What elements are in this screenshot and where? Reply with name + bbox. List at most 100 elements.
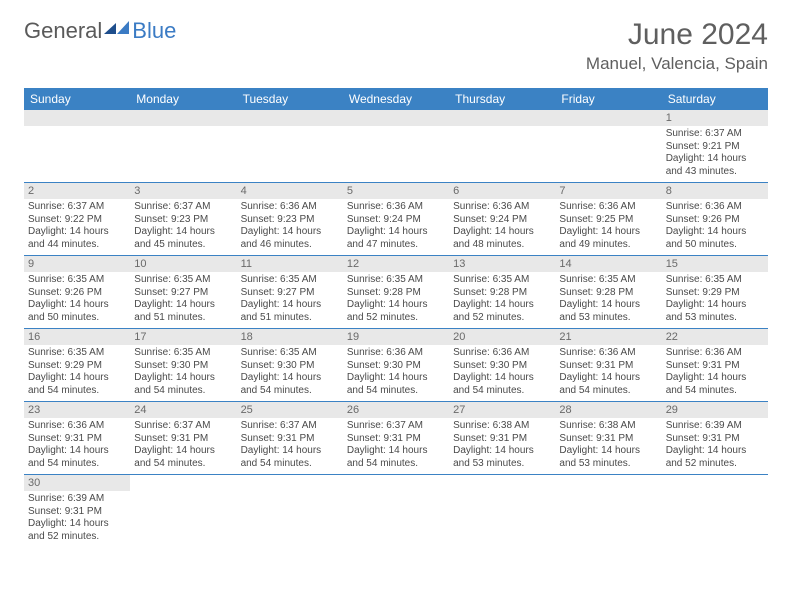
daylight-text: Daylight: 14 hours and 52 minutes.: [28, 518, 126, 543]
daylight-text: Daylight: 14 hours and 53 minutes.: [559, 445, 657, 470]
daylight-text: Daylight: 14 hours and 52 minutes.: [666, 445, 764, 470]
day-cell: 12Sunrise: 6:35 AMSunset: 9:28 PMDayligh…: [343, 256, 449, 328]
day-number: 17: [130, 329, 236, 345]
sunrise-text: Sunrise: 6:35 AM: [134, 347, 232, 360]
sunrise-text: Sunrise: 6:36 AM: [241, 201, 339, 214]
sunset-text: Sunset: 9:31 PM: [666, 433, 764, 446]
day-number: 24: [130, 402, 236, 418]
daylight-text: Daylight: 14 hours and 54 minutes.: [347, 445, 445, 470]
sunset-text: Sunset: 9:31 PM: [28, 506, 126, 519]
day-number: 20: [449, 329, 555, 345]
calendar: SundayMondayTuesdayWednesdayThursdayFrid…: [24, 88, 768, 547]
sunrise-text: Sunrise: 6:39 AM: [666, 420, 764, 433]
day-cell: 18Sunrise: 6:35 AMSunset: 9:30 PMDayligh…: [237, 329, 343, 401]
sunset-text: Sunset: 9:31 PM: [453, 433, 551, 446]
day-content: Sunrise: 6:35 AMSunset: 9:26 PMDaylight:…: [24, 272, 130, 328]
day-content-empty: [449, 126, 555, 132]
weekday-header-cell: Tuesday: [237, 88, 343, 110]
day-cell: [130, 110, 236, 182]
day-cell: 28Sunrise: 6:38 AMSunset: 9:31 PMDayligh…: [555, 402, 661, 474]
day-number: [343, 110, 449, 126]
sunrise-text: Sunrise: 6:36 AM: [666, 347, 764, 360]
day-cell: [555, 475, 661, 547]
day-number: 22: [662, 329, 768, 345]
daylight-text: Daylight: 14 hours and 51 minutes.: [134, 299, 232, 324]
day-number: 27: [449, 402, 555, 418]
sunset-text: Sunset: 9:28 PM: [347, 287, 445, 300]
logo: General Blue: [24, 18, 176, 44]
day-content-empty: [237, 126, 343, 132]
day-number: 13: [449, 256, 555, 272]
day-number: 14: [555, 256, 661, 272]
sunset-text: Sunset: 9:25 PM: [559, 214, 657, 227]
day-number: 30: [24, 475, 130, 491]
sunrise-text: Sunrise: 6:35 AM: [241, 274, 339, 287]
day-cell: [343, 475, 449, 547]
day-cell: 4Sunrise: 6:36 AMSunset: 9:23 PMDaylight…: [237, 183, 343, 255]
day-cell: 23Sunrise: 6:36 AMSunset: 9:31 PMDayligh…: [24, 402, 130, 474]
daylight-text: Daylight: 14 hours and 45 minutes.: [134, 226, 232, 251]
day-number: 5: [343, 183, 449, 199]
weeks-container: 1Sunrise: 6:37 AMSunset: 9:21 PMDaylight…: [24, 110, 768, 547]
sunset-text: Sunset: 9:31 PM: [347, 433, 445, 446]
sunrise-text: Sunrise: 6:35 AM: [28, 347, 126, 360]
sunset-text: Sunset: 9:27 PM: [134, 287, 232, 300]
day-cell: 10Sunrise: 6:35 AMSunset: 9:27 PMDayligh…: [130, 256, 236, 328]
sunrise-text: Sunrise: 6:37 AM: [134, 201, 232, 214]
day-number: [24, 110, 130, 126]
day-number: 11: [237, 256, 343, 272]
day-cell: [449, 475, 555, 547]
sunrise-text: Sunrise: 6:37 AM: [347, 420, 445, 433]
sunrise-text: Sunrise: 6:37 AM: [666, 128, 764, 141]
sunrise-text: Sunrise: 6:35 AM: [559, 274, 657, 287]
day-cell: 2Sunrise: 6:37 AMSunset: 9:22 PMDaylight…: [24, 183, 130, 255]
sunrise-text: Sunrise: 6:35 AM: [241, 347, 339, 360]
sunset-text: Sunset: 9:23 PM: [134, 214, 232, 227]
weekday-header-cell: Thursday: [449, 88, 555, 110]
daylight-text: Daylight: 14 hours and 52 minutes.: [347, 299, 445, 324]
day-cell: 24Sunrise: 6:37 AMSunset: 9:31 PMDayligh…: [130, 402, 236, 474]
daylight-text: Daylight: 14 hours and 54 minutes.: [559, 372, 657, 397]
day-number: [130, 110, 236, 126]
daylight-text: Daylight: 14 hours and 54 minutes.: [134, 445, 232, 470]
weekday-header-cell: Monday: [130, 88, 236, 110]
daylight-text: Daylight: 14 hours and 53 minutes.: [666, 299, 764, 324]
day-cell: 1Sunrise: 6:37 AMSunset: 9:21 PMDaylight…: [662, 110, 768, 182]
sunset-text: Sunset: 9:31 PM: [559, 433, 657, 446]
sunrise-text: Sunrise: 6:35 AM: [666, 274, 764, 287]
week-row: 30Sunrise: 6:39 AMSunset: 9:31 PMDayligh…: [24, 475, 768, 547]
title-block: June 2024 Manuel, Valencia, Spain: [586, 18, 768, 74]
day-cell: [24, 110, 130, 182]
day-number: 4: [237, 183, 343, 199]
sunrise-text: Sunrise: 6:36 AM: [666, 201, 764, 214]
day-cell: 6Sunrise: 6:36 AMSunset: 9:24 PMDaylight…: [449, 183, 555, 255]
day-number: [449, 110, 555, 126]
sunset-text: Sunset: 9:26 PM: [666, 214, 764, 227]
sunset-text: Sunset: 9:30 PM: [134, 360, 232, 373]
day-content: Sunrise: 6:36 AMSunset: 9:31 PMDaylight:…: [555, 345, 661, 401]
day-cell: 14Sunrise: 6:35 AMSunset: 9:28 PMDayligh…: [555, 256, 661, 328]
day-cell: 15Sunrise: 6:35 AMSunset: 9:29 PMDayligh…: [662, 256, 768, 328]
day-number: 29: [662, 402, 768, 418]
day-content: Sunrise: 6:35 AMSunset: 9:30 PMDaylight:…: [237, 345, 343, 401]
day-number: 23: [24, 402, 130, 418]
day-content: Sunrise: 6:36 AMSunset: 9:31 PMDaylight:…: [662, 345, 768, 401]
sunset-text: Sunset: 9:31 PM: [28, 433, 126, 446]
sunrise-text: Sunrise: 6:36 AM: [559, 201, 657, 214]
day-cell: 5Sunrise: 6:36 AMSunset: 9:24 PMDaylight…: [343, 183, 449, 255]
day-content: Sunrise: 6:35 AMSunset: 9:28 PMDaylight:…: [343, 272, 449, 328]
day-cell: 7Sunrise: 6:36 AMSunset: 9:25 PMDaylight…: [555, 183, 661, 255]
day-content-empty: [343, 126, 449, 132]
day-cell: [449, 110, 555, 182]
header: General Blue June 2024 Manuel, Valencia,…: [0, 0, 792, 80]
day-cell: 16Sunrise: 6:35 AMSunset: 9:29 PMDayligh…: [24, 329, 130, 401]
page-title: June 2024: [586, 18, 768, 52]
sunrise-text: Sunrise: 6:35 AM: [453, 274, 551, 287]
day-cell: 8Sunrise: 6:36 AMSunset: 9:26 PMDaylight…: [662, 183, 768, 255]
sunrise-text: Sunrise: 6:36 AM: [559, 347, 657, 360]
day-number: 18: [237, 329, 343, 345]
daylight-text: Daylight: 14 hours and 54 minutes.: [241, 445, 339, 470]
sunrise-text: Sunrise: 6:36 AM: [453, 347, 551, 360]
sunset-text: Sunset: 9:30 PM: [453, 360, 551, 373]
day-content: Sunrise: 6:36 AMSunset: 9:25 PMDaylight:…: [555, 199, 661, 255]
